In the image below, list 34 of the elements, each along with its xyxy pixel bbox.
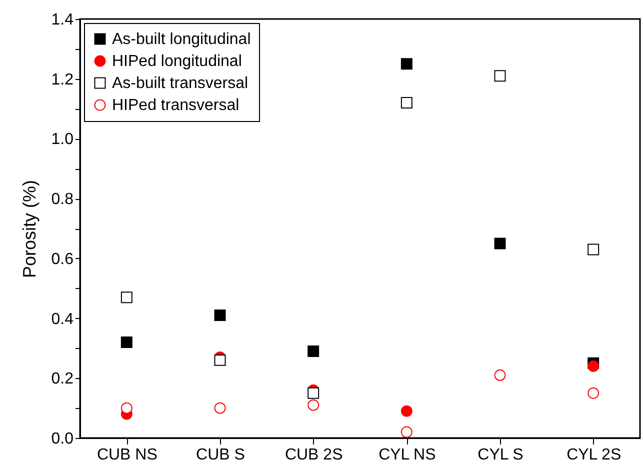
point bbox=[120, 402, 132, 414]
point bbox=[400, 58, 412, 70]
legend-label: As-built longitudinal bbox=[112, 31, 251, 48]
y-tick-label: 1.0 bbox=[51, 131, 74, 148]
y-axis-title: Porosity (%) bbox=[19, 180, 40, 278]
point bbox=[400, 426, 412, 438]
point bbox=[494, 238, 506, 250]
point bbox=[588, 387, 600, 399]
point bbox=[214, 402, 226, 414]
legend-label: HIPed longitudinal bbox=[112, 53, 242, 70]
legend-label: HIPed transversal bbox=[112, 97, 240, 114]
point bbox=[308, 345, 320, 357]
point bbox=[494, 369, 506, 381]
y-tick-label: 0.4 bbox=[51, 310, 74, 328]
x-tick-label: CUB NS bbox=[96, 446, 158, 464]
y-tick-label: 1.4 bbox=[51, 12, 74, 28]
point bbox=[214, 354, 226, 366]
x-tick-label: CYL S bbox=[478, 446, 524, 464]
y-tick-label: 0.2 bbox=[51, 370, 74, 388]
y-tick-label: 0.0 bbox=[51, 430, 74, 448]
point bbox=[308, 387, 320, 399]
point bbox=[400, 405, 412, 417]
point bbox=[308, 399, 320, 411]
y-tick-label: 1.2 bbox=[51, 71, 74, 88]
x-tick-label: CUB S bbox=[196, 446, 245, 464]
point bbox=[588, 360, 600, 372]
y-tick-label: 0.6 bbox=[51, 250, 74, 268]
x-tick-label: CYL 2S bbox=[566, 446, 622, 464]
y-tick-label: 0.8 bbox=[51, 191, 74, 208]
point bbox=[120, 336, 132, 348]
x-tick-label: CYL NS bbox=[378, 446, 436, 464]
point bbox=[214, 310, 226, 322]
x-tick-label: CUB 2S bbox=[284, 446, 343, 464]
legend-label: As-built transversal bbox=[112, 75, 248, 92]
